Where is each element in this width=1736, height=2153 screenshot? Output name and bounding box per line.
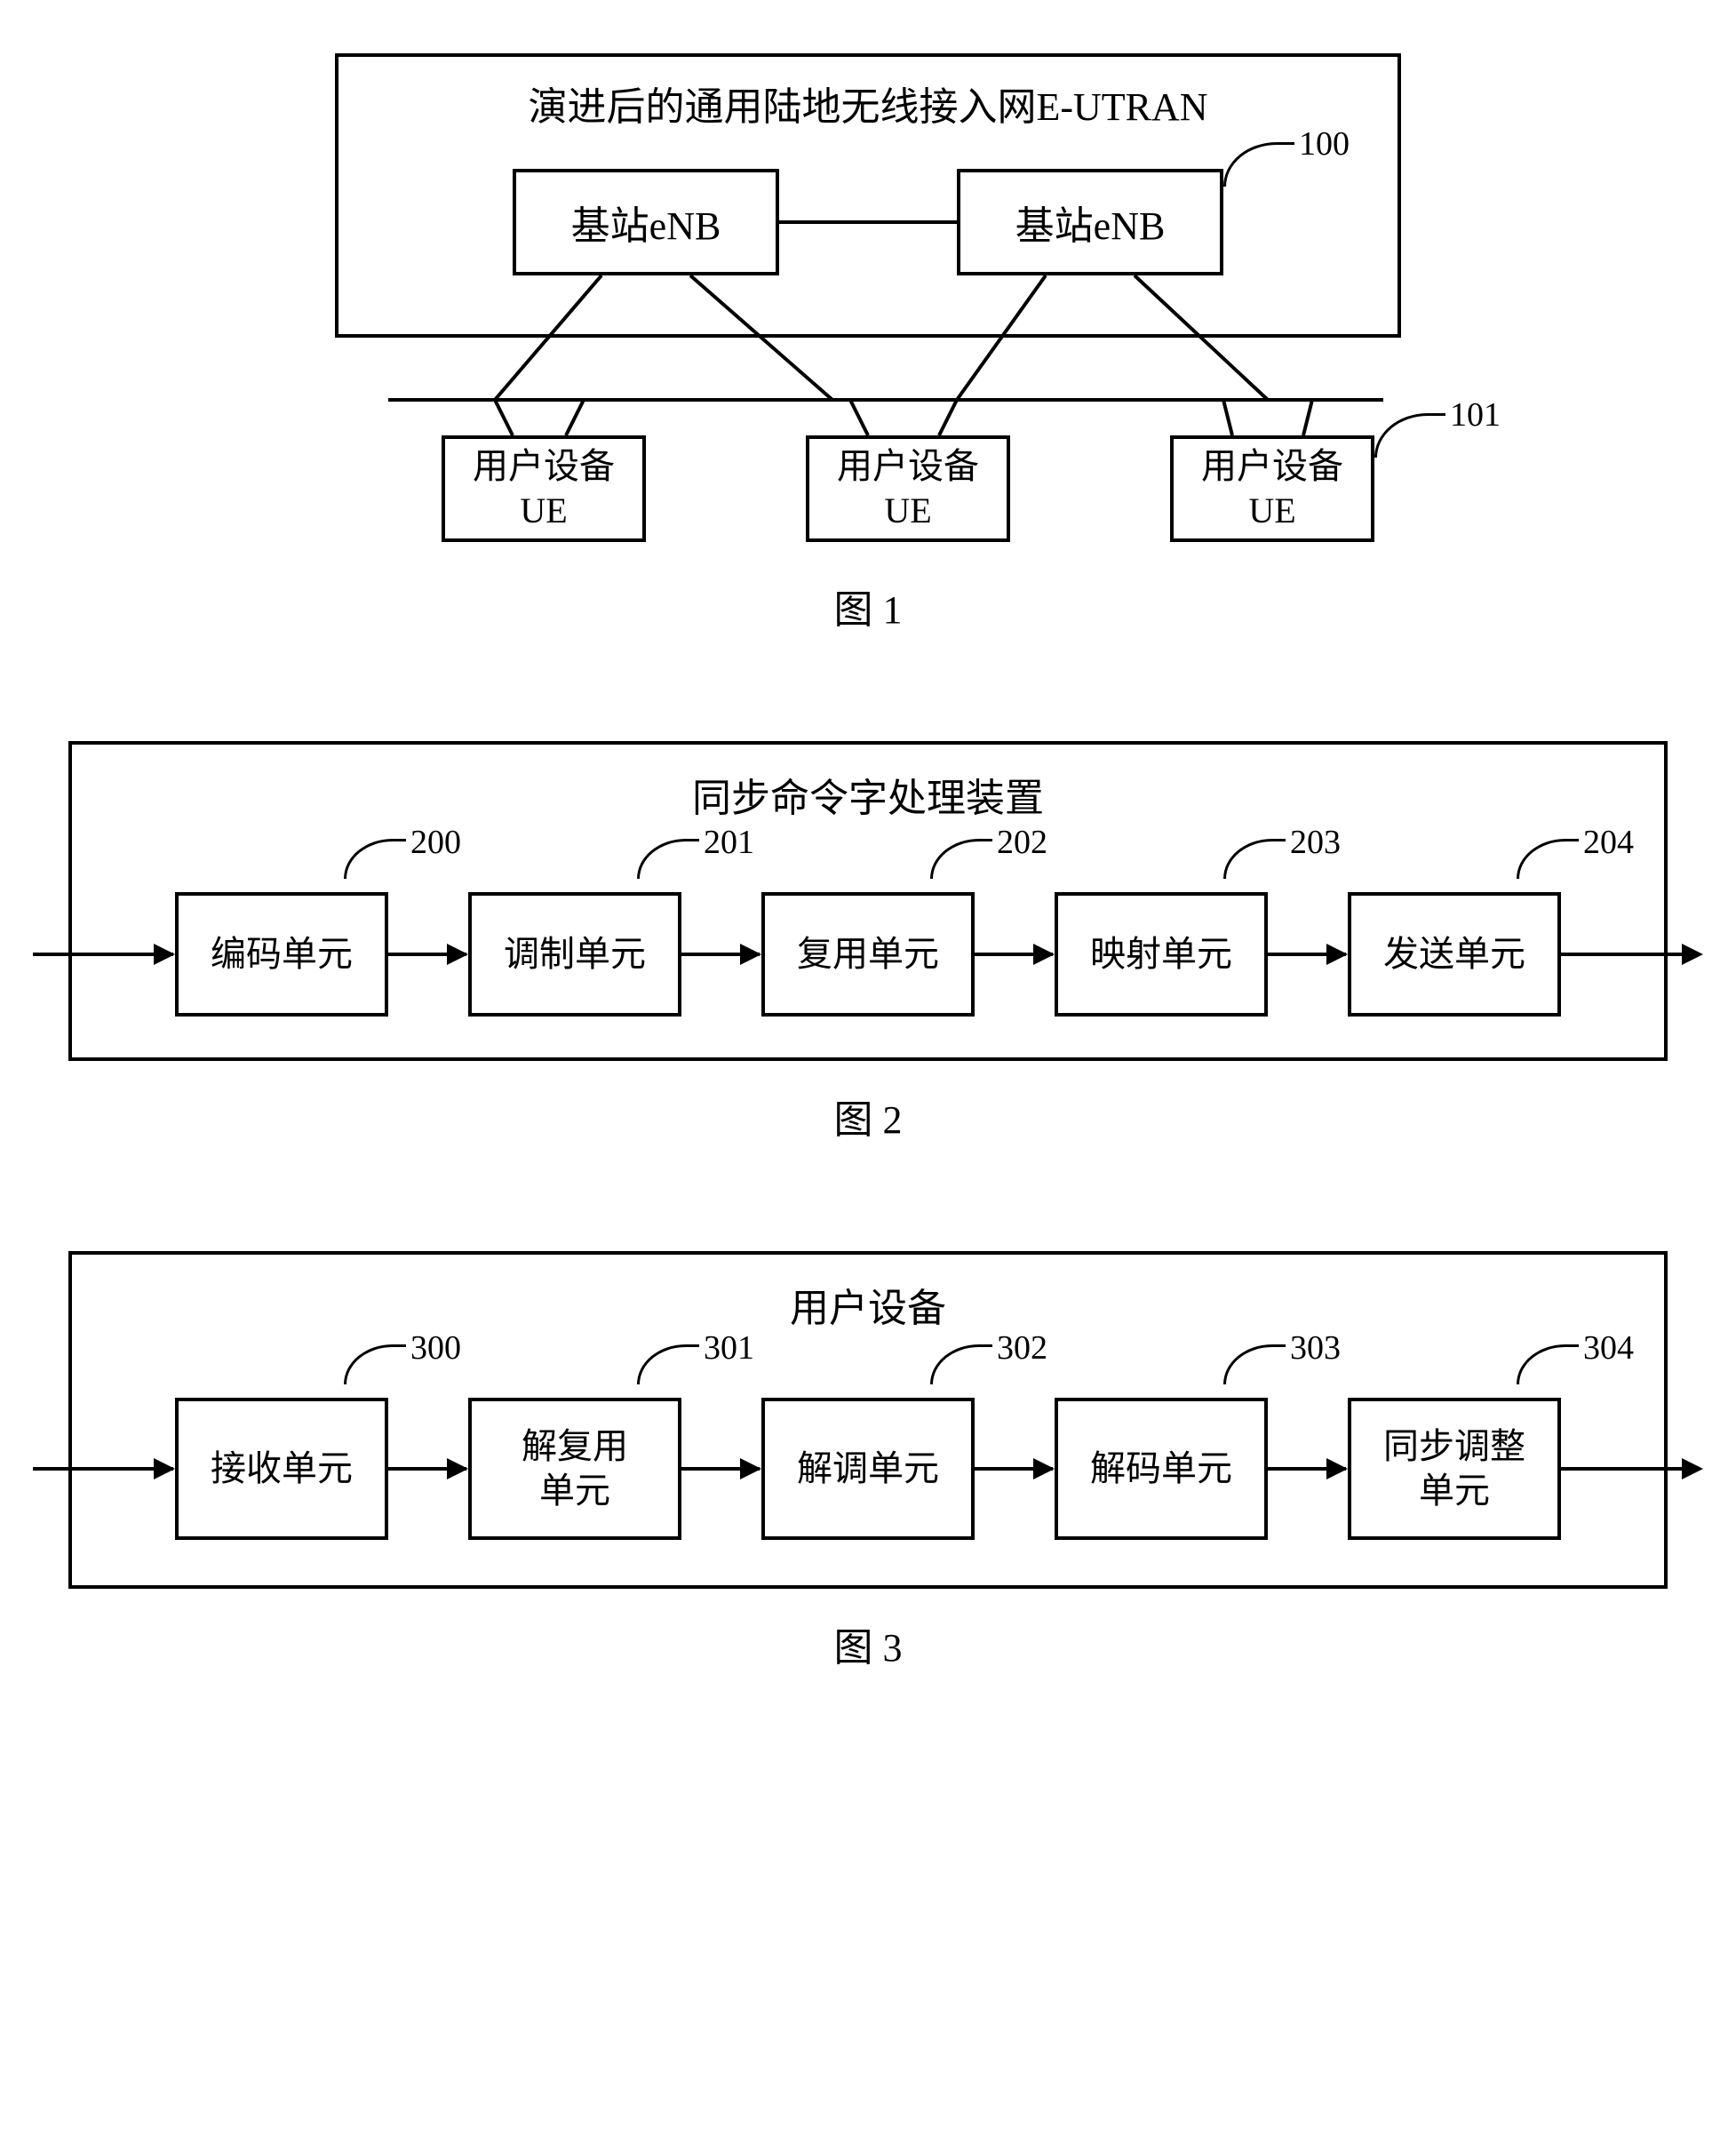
fig3-box-2: 解调单元 [761,1398,975,1540]
fig2-arrow-in-head [154,944,175,965]
figure-2: 同步命令字处理装置 编码单元 200 调制单元 201 复用单元 202 映射单… [36,741,1700,1251]
fig2-arrow-out-line [1561,953,1685,956]
fig1-ref-101: 101 [1450,395,1501,435]
fig3-arrow-23-head [1033,1458,1055,1479]
fig2-arrow-23-head [1033,944,1055,965]
fig3-arrow-in-head [154,1458,175,1479]
fig3-box-3: 解码单元 [1055,1398,1268,1540]
fig1-caption: 图 1 [834,578,903,634]
fig3-arrow-out-line [1561,1467,1685,1471]
fig3-arrow-in-line [33,1467,173,1471]
fig2-ref-4: 204 [1583,823,1634,862]
fig1-ue-2: 用户设备 UE [806,435,1010,542]
fig2-arrow-34-head [1326,944,1348,965]
fig3-ref-2: 302 [997,1328,1047,1368]
fig3-ref-1: 301 [704,1328,754,1368]
fig3-arrow-out-head [1682,1458,1703,1479]
fig3-canvas: 用户设备 接收单元 300 解复用 单元 301 解调单元 302 解码单元 3… [33,1251,1703,1589]
fig2-arrow-01-head [447,944,468,965]
fig2-ref-3: 203 [1290,823,1341,862]
fig3-box-1: 解复用 单元 [468,1398,681,1540]
fig2-title: 同步命令字处理装置 [72,766,1664,823]
fig2-box-1: 调制单元 [468,892,681,1017]
fig3-ref-3: 303 [1290,1328,1341,1368]
fig1-ue-3: 用户设备 UE [1170,435,1374,542]
fig2-box-0: 编码单元 [175,892,388,1017]
fig3-arrow-12-head [740,1458,761,1479]
fig2-ref-1: 201 [704,823,754,862]
fig2-box-2: 复用单元 [761,892,975,1017]
fig1-ue-1-l1: 用户设备 [473,444,615,489]
fig1-canvas: 演进后的通用陆地无线接入网E-UTRAN 基站eNB 基站eNB 100 [335,53,1401,551]
figure-3: 用户设备 接收单元 300 解复用 单元 301 解调单元 302 解码单元 3… [36,1251,1700,1708]
fig3-box-4: 同步调整 单元 [1348,1398,1561,1540]
fig2-arrow-out-head [1682,944,1703,965]
fig2-arrow-12-head [740,944,761,965]
fig2-caption: 图 2 [834,1088,903,1144]
fig3-title: 用户设备 [72,1276,1664,1333]
fig2-ref-2: 202 [997,823,1047,862]
fig3-caption: 图 3 [834,1615,903,1672]
fig3-arrow-01-head [447,1458,468,1479]
fig2-arrow-in-line [33,953,173,956]
fig1-ue-2-l2: UE [884,489,931,533]
fig1-ue-3-l1: 用户设备 [1201,444,1343,489]
fig2-box-3: 映射单元 [1055,892,1268,1017]
fig3-box-0: 接收单元 [175,1398,388,1540]
fig3-ref-0: 300 [410,1328,461,1368]
figure-1: 演进后的通用陆地无线接入网E-UTRAN 基站eNB 基站eNB 100 [36,53,1700,741]
fig2-ref-0: 200 [410,823,461,862]
fig2-box-4: 发送单元 [1348,892,1561,1017]
fig1-ue-1: 用户设备 UE [442,435,646,542]
fig3-ref-4: 304 [1583,1328,1634,1368]
fig2-canvas: 同步命令字处理装置 编码单元 200 调制单元 201 复用单元 202 映射单… [33,741,1703,1061]
fig1-ue-3-l2: UE [1248,489,1295,533]
fig3-arrow-34-head [1326,1458,1348,1479]
fig1-ue-2-l1: 用户设备 [837,444,979,489]
fig1-ue-1-l2: UE [520,489,567,533]
